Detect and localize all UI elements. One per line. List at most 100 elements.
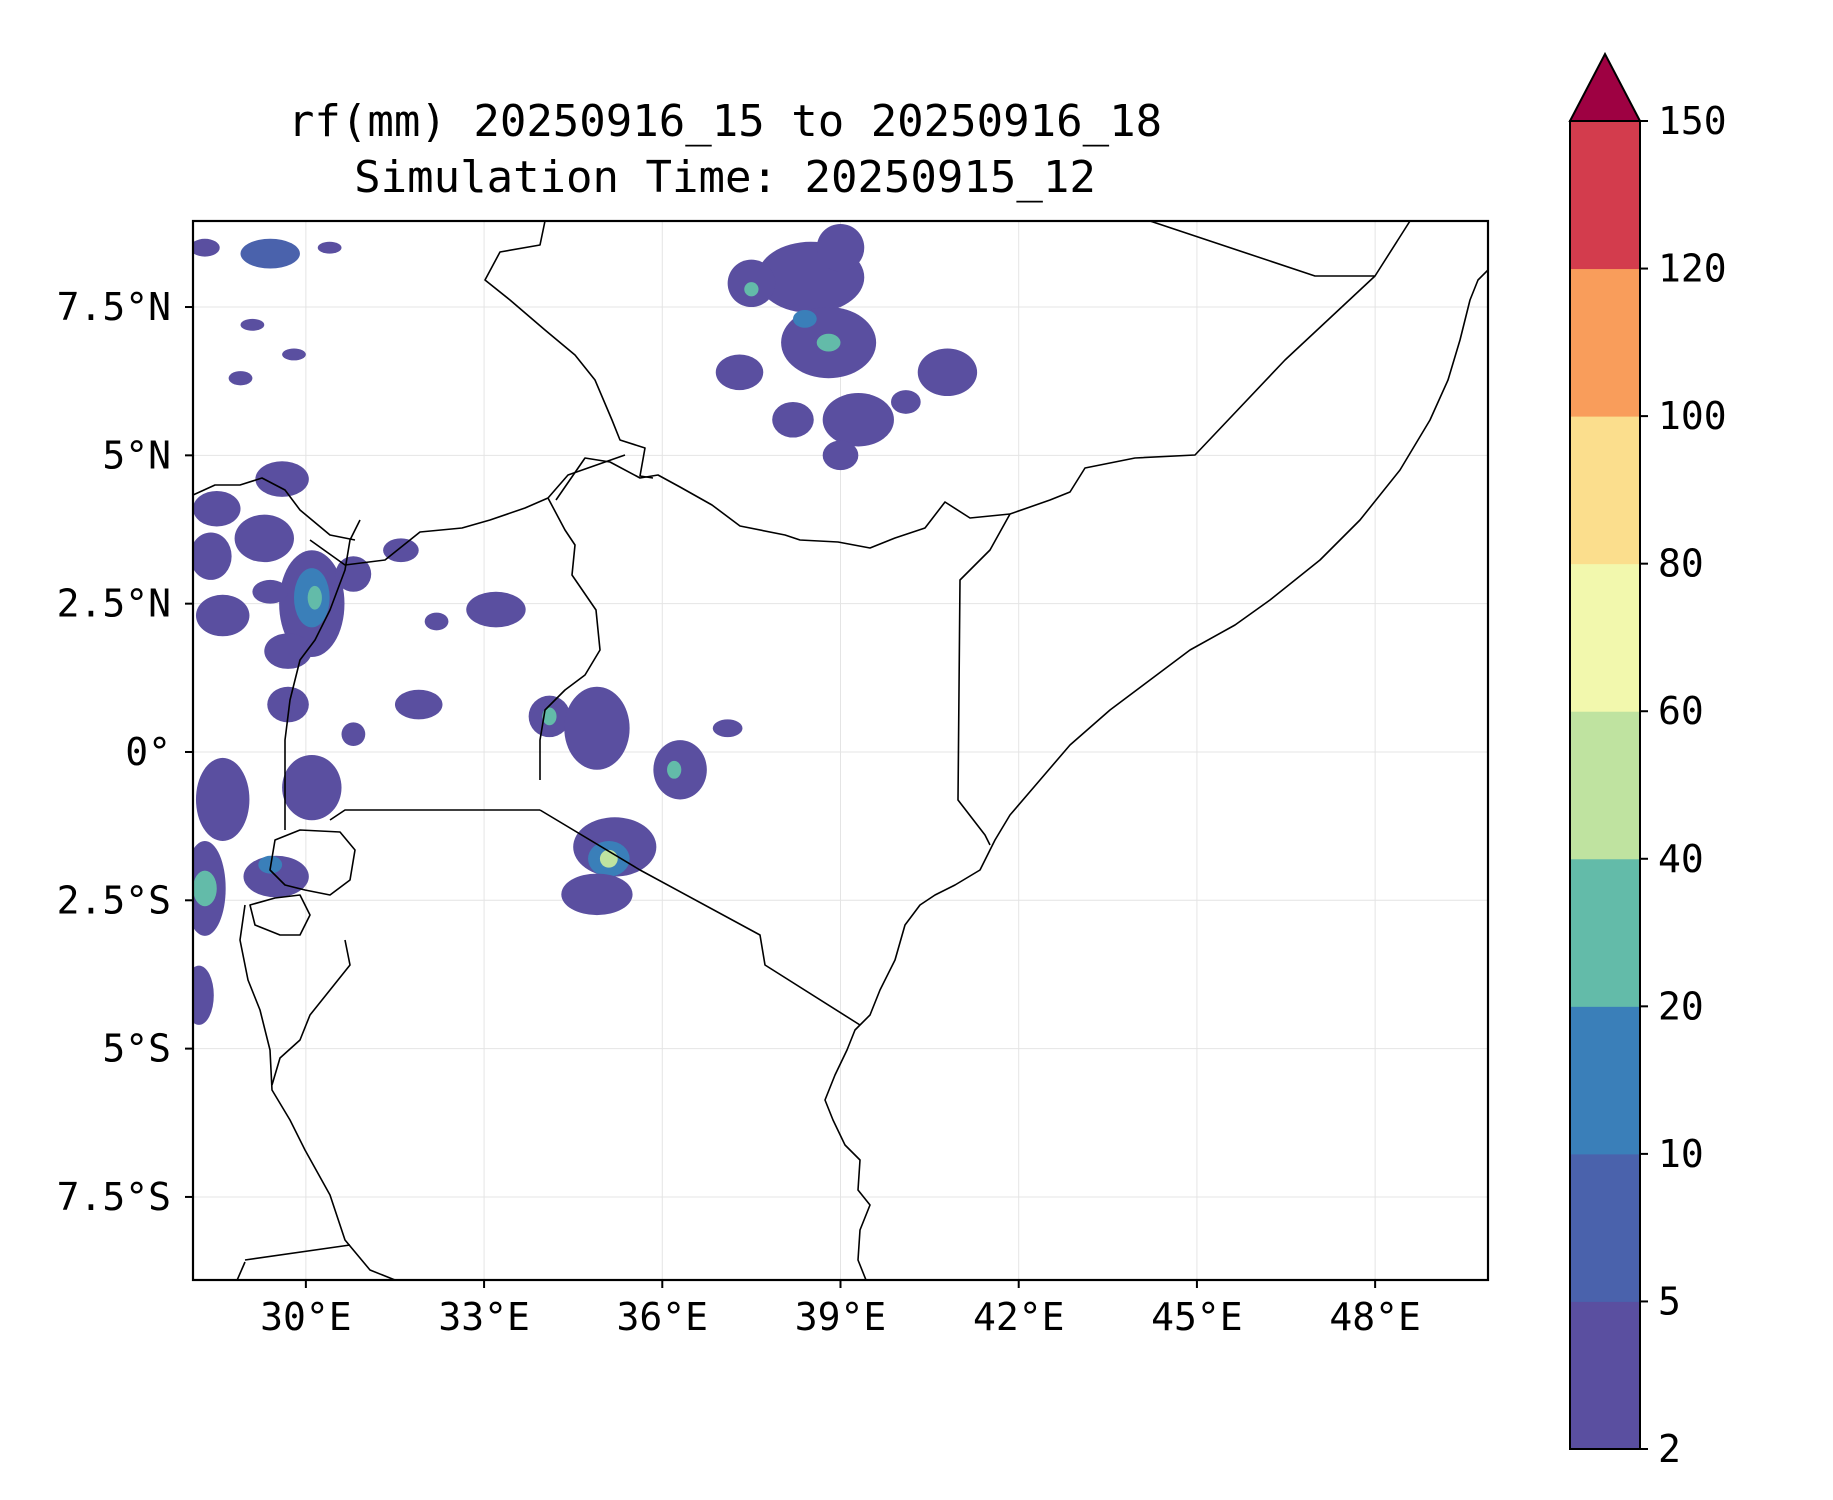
colorbar-segment xyxy=(1570,1006,1640,1155)
rain-cell xyxy=(193,238,220,257)
rain-cell xyxy=(822,393,894,447)
border-ethiopia-kenya xyxy=(555,457,1011,549)
rain-cell xyxy=(240,238,300,269)
rain-cell xyxy=(561,873,633,916)
rain-cell xyxy=(667,760,682,779)
rain-cell xyxy=(234,514,294,563)
rain-cell xyxy=(195,594,250,637)
border-tanzania-uganda xyxy=(329,809,540,821)
rain-cell xyxy=(228,371,253,386)
rain-cell xyxy=(466,591,526,628)
colorbar: 2 5 10 20 40 60 80 100 120 150 xyxy=(1568,51,1727,1471)
border-ilemi xyxy=(309,454,626,566)
y-tick-label: 0° xyxy=(125,730,171,774)
border-southsudan-ethiopia xyxy=(484,221,654,479)
x-tick-label: 36°E xyxy=(617,1295,709,1339)
border-tanzania-south xyxy=(236,1261,246,1280)
colorbar-tick-label: 80 xyxy=(1658,542,1704,586)
y-tick-label: 2.5°S xyxy=(57,878,171,922)
rain-cell xyxy=(193,965,214,1025)
map-panel: 30°E 33°E 36°E 39°E 42°E 45°E 48°E 7.5°N 5°N 2.5… xyxy=(57,219,1490,1339)
rain-cell xyxy=(307,585,322,610)
colorbar-segment xyxy=(1570,711,1640,860)
colorbar-tick-label: 5 xyxy=(1658,1279,1681,1323)
rain-cell xyxy=(792,309,817,328)
colorbar-segment xyxy=(1570,416,1640,565)
rain-cell xyxy=(890,390,921,414)
x-tick-label: 39°E xyxy=(795,1295,887,1339)
border-tanzania-kenya xyxy=(539,809,861,1026)
y-axis-ticks: 7.5°N 5°N 2.5°N 0° 2.5°S 5°S 7.5°S xyxy=(57,285,193,1219)
border-kenya-somalia xyxy=(957,513,1011,846)
y-tick-label: 7.5°N xyxy=(57,285,171,329)
x-tick-label: 42°E xyxy=(973,1295,1065,1339)
rain-cell xyxy=(341,722,366,747)
rain-cell xyxy=(712,719,743,738)
x-tick-label: 33°E xyxy=(438,1295,530,1339)
rain-cell xyxy=(599,849,618,868)
colorbar-tick-label: 150 xyxy=(1658,99,1727,143)
y-tick-label: 5°S xyxy=(102,1027,171,1071)
rain-cell xyxy=(816,223,865,272)
border-burundi xyxy=(249,894,311,936)
colorbar-segment xyxy=(1570,1301,1640,1450)
border-drc-southsudan xyxy=(193,477,356,541)
colorbar-tick-label: 40 xyxy=(1658,837,1704,881)
y-tick-label: 2.5°N xyxy=(57,582,171,626)
map-title-line1: rf(mm) 20250916_15 to 20250916_18 xyxy=(288,96,1162,147)
rain-cell xyxy=(715,354,764,391)
map-title-line2: Simulation Time: 20250915_12 xyxy=(354,152,1096,203)
rain-cell xyxy=(252,579,289,604)
x-tick-label: 45°E xyxy=(1151,1295,1243,1339)
rain-cell xyxy=(917,348,978,397)
rain-cell xyxy=(282,348,306,361)
rain-cell xyxy=(317,241,342,254)
rain-cell xyxy=(240,318,265,331)
colorbar-tick-label: 120 xyxy=(1658,247,1727,291)
colorbar-tick-label: 20 xyxy=(1658,984,1704,1028)
border-uganda-drc xyxy=(284,519,361,830)
y-tick-label: 5°N xyxy=(102,433,171,477)
rain-cell xyxy=(193,870,217,907)
rain-cell xyxy=(195,757,250,841)
rain-cell xyxy=(282,754,342,821)
country-borders xyxy=(193,221,1488,1280)
coastline xyxy=(824,269,1488,1280)
rain-cell xyxy=(822,440,859,471)
colorbar-segment xyxy=(1570,268,1640,417)
rainfall-field xyxy=(193,223,978,1025)
rain-cell xyxy=(383,538,419,563)
border-rwanda xyxy=(269,829,356,896)
x-axis-ticks: 30°E 33°E 36°E 39°E 42°E 45°E 48°E xyxy=(260,1280,1421,1339)
rain-cell xyxy=(255,461,309,497)
border-somalia-ethiopia xyxy=(1009,275,1376,515)
rain-cell xyxy=(424,612,449,631)
border-tanzania-zambia xyxy=(244,1244,351,1261)
colorbar-segment xyxy=(1570,858,1640,1007)
colorbar-frame xyxy=(1569,120,1641,1450)
colorbar-tick-label: 60 xyxy=(1658,689,1704,733)
border-zambia-drc xyxy=(271,939,351,1086)
colorbar-segment xyxy=(1570,1153,1640,1302)
rain-cell xyxy=(193,490,241,527)
rain-cell xyxy=(816,333,841,352)
rain-cell xyxy=(394,689,443,720)
colorbar-segment xyxy=(1570,563,1640,712)
y-tick-label: 7.5°S xyxy=(57,1175,171,1219)
border-uganda-kenya xyxy=(539,497,601,780)
rain-cell xyxy=(542,707,557,726)
rain-cell xyxy=(264,633,312,669)
x-tick-label: 30°E xyxy=(260,1295,352,1339)
rain-cell xyxy=(267,686,309,723)
rain-cell xyxy=(772,401,814,438)
rain-cell xyxy=(744,282,759,297)
colorbar-tick-label: 100 xyxy=(1658,394,1727,438)
border-north xyxy=(1149,221,1411,277)
colorbar-tick-label: 10 xyxy=(1658,1132,1704,1176)
x-tick-label: 48°E xyxy=(1329,1295,1421,1339)
colorbar-extend-arrow xyxy=(1568,51,1642,122)
colorbar-segment xyxy=(1570,121,1640,270)
rain-cell xyxy=(193,532,232,580)
rain-cell xyxy=(564,686,630,770)
